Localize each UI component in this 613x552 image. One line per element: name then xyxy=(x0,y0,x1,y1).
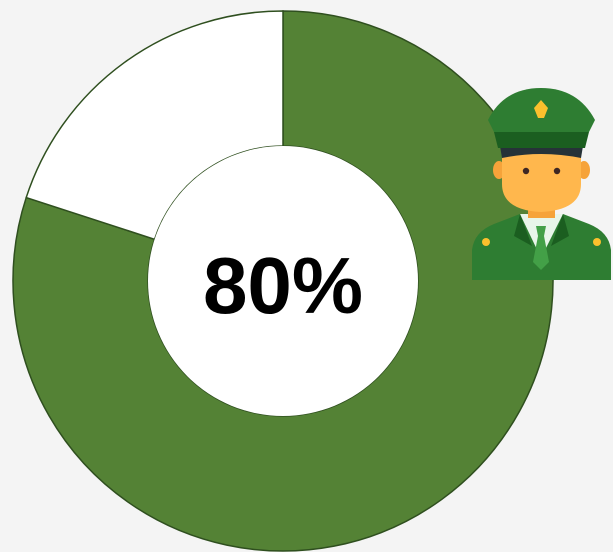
center-percentage-label: 80% xyxy=(202,241,364,330)
police-officer-icon xyxy=(472,88,611,280)
donut-hole xyxy=(148,146,418,416)
